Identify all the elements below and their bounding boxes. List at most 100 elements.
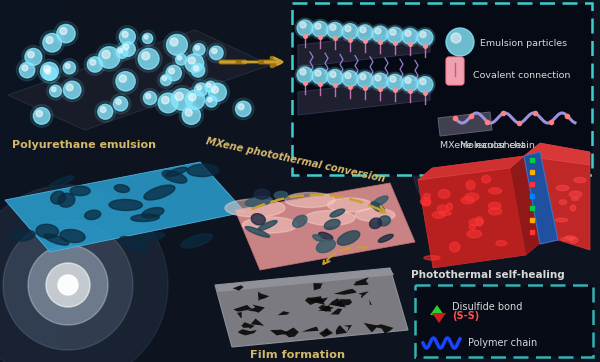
Circle shape	[142, 33, 152, 43]
Polygon shape	[418, 156, 524, 180]
Circle shape	[155, 90, 181, 116]
Polygon shape	[319, 328, 333, 337]
Circle shape	[355, 23, 375, 43]
Polygon shape	[313, 283, 323, 290]
Circle shape	[46, 263, 90, 307]
Text: Film formation: Film formation	[250, 350, 346, 360]
Circle shape	[67, 84, 73, 91]
Circle shape	[43, 67, 56, 80]
Ellipse shape	[370, 218, 382, 228]
Bar	[220, 0, 240, 362]
Circle shape	[185, 90, 205, 110]
Circle shape	[212, 87, 218, 93]
Circle shape	[138, 49, 159, 69]
Circle shape	[197, 85, 202, 90]
Ellipse shape	[489, 188, 502, 194]
Bar	[240, 0, 260, 362]
Circle shape	[385, 72, 405, 92]
Ellipse shape	[475, 216, 483, 226]
Circle shape	[375, 75, 381, 81]
Ellipse shape	[559, 200, 566, 205]
Circle shape	[135, 45, 162, 72]
Ellipse shape	[58, 193, 75, 207]
Polygon shape	[237, 311, 242, 318]
Ellipse shape	[245, 196, 272, 207]
Circle shape	[372, 26, 388, 42]
Circle shape	[31, 105, 53, 127]
Polygon shape	[235, 183, 415, 270]
Bar	[80, 0, 100, 362]
Ellipse shape	[465, 193, 479, 201]
Circle shape	[84, 54, 106, 75]
Circle shape	[342, 24, 358, 39]
Ellipse shape	[569, 237, 578, 243]
Bar	[280, 0, 300, 362]
Ellipse shape	[114, 185, 130, 193]
Circle shape	[113, 43, 131, 61]
Ellipse shape	[437, 205, 448, 213]
Ellipse shape	[355, 209, 395, 222]
Bar	[120, 0, 140, 362]
Circle shape	[40, 30, 64, 55]
Circle shape	[178, 56, 182, 60]
Bar	[520, 0, 540, 362]
Circle shape	[297, 20, 313, 36]
Ellipse shape	[330, 209, 344, 217]
Circle shape	[169, 68, 175, 74]
Circle shape	[185, 54, 203, 72]
Circle shape	[312, 68, 328, 84]
Circle shape	[235, 101, 251, 117]
Circle shape	[144, 35, 148, 39]
Text: Emulsion particles: Emulsion particles	[480, 39, 567, 49]
Circle shape	[203, 93, 220, 110]
Circle shape	[87, 57, 103, 72]
Circle shape	[57, 24, 75, 43]
Ellipse shape	[258, 220, 277, 230]
Circle shape	[415, 28, 435, 47]
Circle shape	[433, 133, 503, 203]
Ellipse shape	[424, 194, 430, 199]
Ellipse shape	[482, 176, 491, 183]
Circle shape	[58, 275, 78, 295]
Circle shape	[330, 24, 336, 30]
Circle shape	[60, 59, 79, 77]
Circle shape	[387, 27, 403, 43]
Ellipse shape	[60, 230, 85, 243]
Circle shape	[191, 80, 211, 99]
Bar	[360, 0, 380, 362]
Circle shape	[420, 79, 426, 85]
Circle shape	[202, 78, 219, 95]
Ellipse shape	[561, 237, 573, 241]
Ellipse shape	[85, 210, 101, 219]
Circle shape	[113, 69, 138, 94]
Circle shape	[118, 39, 138, 59]
Polygon shape	[369, 299, 372, 305]
Circle shape	[40, 64, 59, 83]
Ellipse shape	[466, 180, 475, 190]
Ellipse shape	[574, 177, 586, 183]
Circle shape	[209, 83, 226, 101]
Circle shape	[60, 28, 67, 34]
Circle shape	[206, 80, 229, 104]
Polygon shape	[307, 296, 325, 305]
Circle shape	[64, 81, 81, 99]
Circle shape	[451, 33, 461, 43]
Bar	[480, 0, 500, 362]
Circle shape	[160, 75, 172, 86]
Circle shape	[65, 64, 70, 68]
Bar	[160, 0, 180, 362]
Polygon shape	[318, 305, 331, 312]
Polygon shape	[364, 323, 379, 332]
Circle shape	[405, 77, 411, 83]
Circle shape	[400, 26, 420, 46]
Circle shape	[238, 104, 244, 110]
Bar	[0, 0, 20, 362]
Circle shape	[182, 106, 200, 125]
Circle shape	[387, 74, 403, 90]
Ellipse shape	[142, 207, 164, 218]
Polygon shape	[282, 328, 299, 337]
Ellipse shape	[371, 196, 388, 207]
Circle shape	[54, 21, 78, 46]
Circle shape	[295, 65, 315, 85]
Ellipse shape	[565, 236, 575, 240]
